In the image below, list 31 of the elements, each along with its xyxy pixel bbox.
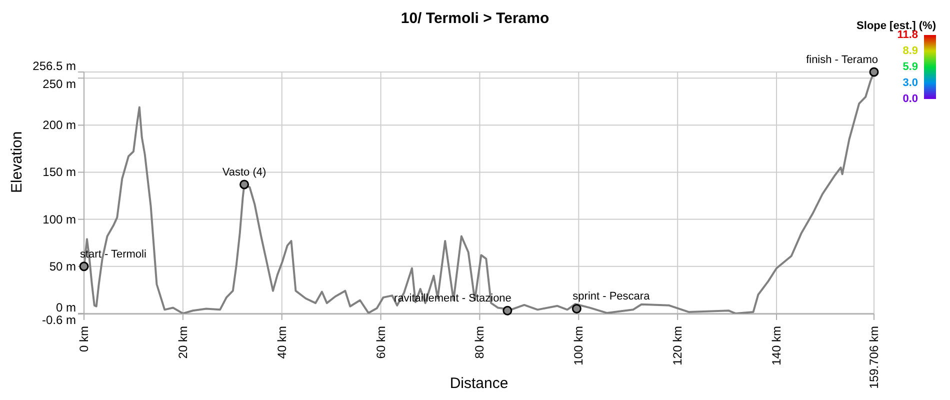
x-axis-title: Distance [450,375,508,392]
y-axis-title: Elevation [8,131,26,193]
y-tick-label: 50 m [49,259,76,274]
x-tick-label: 20 km [176,326,190,359]
y-tick-label: 150 m [42,165,76,180]
annotation: start - Termoli [80,248,146,260]
x-tick-label: 159.706 km [867,326,881,389]
y-tick-label: 100 m [42,212,76,226]
color-bar-label: 8.9 [902,44,918,58]
x-tick-label: 80 km [472,326,487,359]
y-tick-label: 256.5 m [32,59,76,73]
color-bar-label: 3.0 [902,76,918,90]
annotation: sprint - Pescara [572,290,651,303]
x-tick-label: 100 km [572,326,586,366]
x-tick-label: 140 km [770,326,784,366]
y-tick-label: 250 m [42,77,76,92]
x-tick-label: 60 km [374,326,388,359]
x-tick-label: 0 km [77,326,91,352]
annotation: ravitaillement - Stazione [394,292,512,305]
x-tick-label: 120 km [670,326,685,366]
x-tick-label: 40 km [274,326,289,359]
color-bar-label: 5.9 [902,60,918,74]
chart-title: 10/ Termoli > Teramo [400,10,550,27]
y-tick-label: 200 m [42,118,76,132]
color-bar-label: 11.8 [897,29,918,42]
y-tick-label: 0 m [56,300,76,314]
y-tick-label: -0.6 m [42,313,76,327]
color-bar-title: Slope [est.] (%) [856,20,936,32]
color-bar-label: 0.0 [902,92,918,106]
annotation: finish - Teramo [806,54,878,66]
annotation: Vasto (4) [222,166,266,178]
